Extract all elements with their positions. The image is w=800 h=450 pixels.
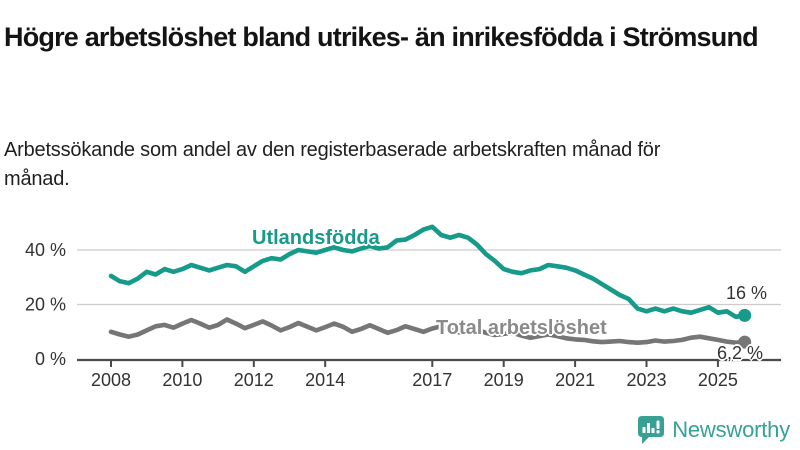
- newsworthy-logo-text: Newsworthy: [672, 417, 790, 442]
- x-tick-label-2012: 2012: [234, 370, 274, 390]
- x-tick-label-2010: 2010: [162, 370, 202, 390]
- y-tick-label-20: 20 %: [25, 295, 66, 315]
- x-tick-label-2023: 2023: [626, 370, 666, 390]
- newsworthy-chart-bubble-icon: [638, 416, 665, 444]
- series-line-0: [108, 224, 747, 320]
- x-tick-label-2025: 2025: [698, 370, 738, 390]
- end-value-label-total: 6,2 %: [717, 343, 764, 363]
- x-tick-label-2017: 2017: [412, 370, 452, 390]
- series-end-dot-1: [738, 335, 752, 349]
- unemployment-line-chart: 0 % 20 % 40 % 2008 2010 2012 2014 2017 2019 2021 2…: [25, 224, 781, 390]
- page-subtitle: Arbetssökande som andel av den registerb…: [4, 139, 661, 190]
- series-line-1: [108, 317, 747, 345]
- newsworthy-logo: Newsworthy: [637, 413, 790, 447]
- x-tick-label-2008: 2008: [91, 370, 131, 390]
- page-title: Högre arbetslöshet bland utrikes- än inr…: [4, 22, 759, 53]
- y-tick-label-0: 0 %: [35, 349, 66, 369]
- x-tick-label-2014: 2014: [305, 370, 345, 390]
- end-value-label-utlandsfodda: 16 %: [726, 283, 768, 303]
- x-tick-label-2019: 2019: [484, 370, 524, 390]
- series-label-utlandsfodda: Utlandsfödda: [252, 227, 380, 249]
- y-tick-label-40: 40 %: [25, 240, 66, 260]
- series-end-dot-0: [738, 308, 752, 322]
- x-tick-label-2021: 2021: [555, 370, 595, 390]
- series-label-total-arbetsloshet: Total arbetslöshet: [436, 317, 607, 339]
